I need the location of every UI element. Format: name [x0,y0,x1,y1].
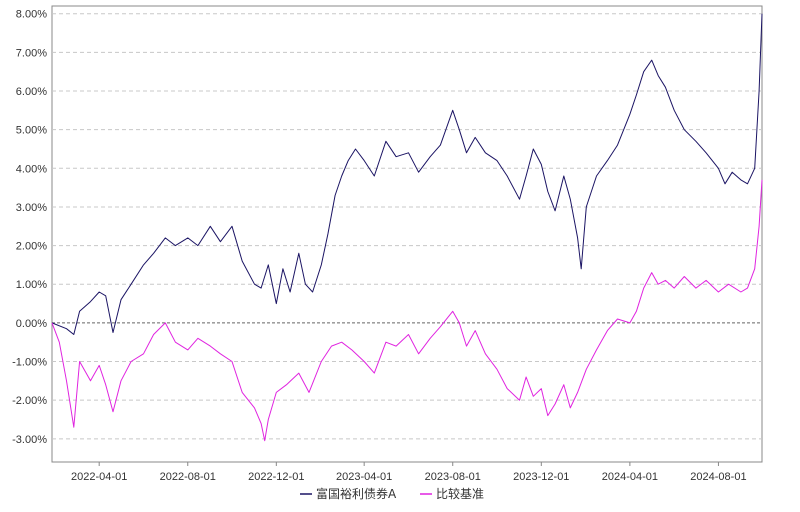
y-tick-label: -2.00% [12,395,47,407]
series-lines [51,13,763,442]
y-tick-label: 8.00% [16,9,47,21]
x-tick-label: 2022-04-01 [71,471,127,483]
y-axis-tick-labels: -3.00% -2.00% -1.00% 0.00% 1.00% 2.00% 3.00% 4.… [12,9,47,446]
y-tick-label: 2.00% [16,241,47,253]
grid-lines [52,13,762,440]
y-tick-label: 1.00% [16,279,47,291]
x-axis-tick-labels: 2022-04-01 2022-08-01 2022-12-01 2023-04-01… [71,462,747,483]
y-tick-label: 0.00% [16,318,47,330]
legend-label-0: 富国裕利债券A [316,486,397,501]
x-tick-label: 2023-04-01 [336,471,392,483]
y-tick-label: 4.00% [16,163,47,175]
x-tick-label: 2022-12-01 [248,471,304,483]
y-tick-label: 3.00% [16,202,47,214]
x-tick-label: 2024-04-01 [602,471,658,483]
x-tick-label: 2023-08-01 [425,471,481,483]
y-tick-label: -1.00% [12,357,47,369]
y-tick-label: 6.00% [16,86,47,98]
x-tick-label: 2024-08-01 [690,471,746,483]
series-line-0 [51,13,763,335]
series-line-1 [51,179,763,442]
plot-area [51,5,763,463]
x-tick-label: 2022-08-01 [160,471,216,483]
y-tick-label: 7.00% [16,47,47,59]
legend-label-1: 比较基准 [436,486,484,501]
y-tick-label: -3.00% [12,434,47,446]
y-tick-label: 5.00% [16,125,47,137]
x-tick-label: 2023-12-01 [513,471,569,483]
legend: 富国裕利债券A 比较基准 [300,486,484,501]
